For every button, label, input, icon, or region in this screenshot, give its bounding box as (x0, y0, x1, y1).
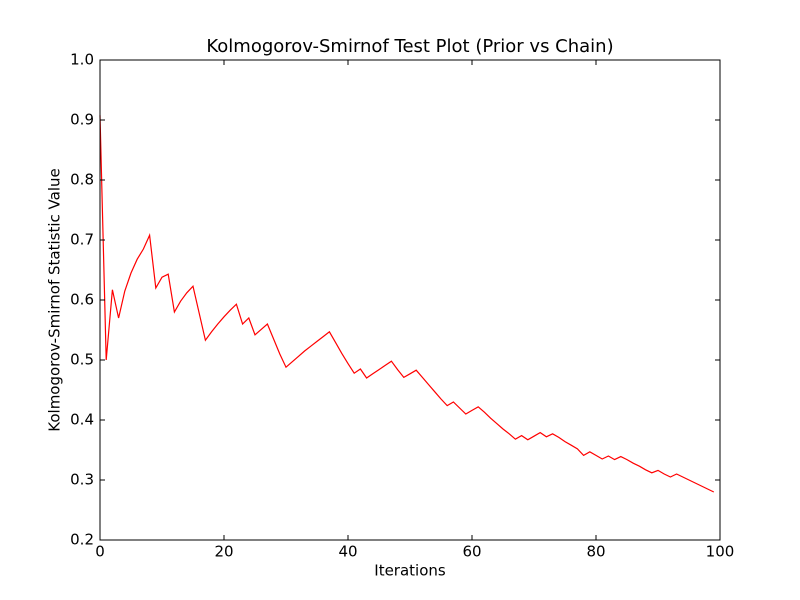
x-tick-label: 80 (586, 543, 605, 561)
y-tick-label: 0.8 (70, 171, 94, 189)
y-tick-label: 0.5 (70, 351, 94, 369)
x-tick-label: 0 (95, 543, 105, 561)
y-tick-label: 1.0 (70, 51, 94, 69)
data-line (99, 115, 715, 493)
y-tick-label: 0.7 (70, 231, 94, 249)
y-tick-label: 0.4 (70, 411, 94, 429)
x-tick-label: 40 (338, 543, 357, 561)
x-axis-label: Iterations (374, 562, 446, 580)
x-tick-label: 20 (214, 543, 233, 561)
y-tick-label: 0.2 (70, 531, 94, 549)
x-tick-label: 60 (462, 543, 481, 561)
plot-frame (99, 59, 721, 541)
y-tick-label: 0.3 (70, 471, 94, 489)
y-tick-label: 0.9 (70, 111, 94, 129)
y-tick-label: 0.6 (70, 291, 94, 309)
x-tick-label: 100 (706, 543, 735, 561)
y-axis-label: Kolmogorov-Smirnof Statistic Value (46, 168, 64, 431)
chart-title: Kolmogorov-Smirnof Test Plot (Prior vs C… (206, 36, 613, 57)
